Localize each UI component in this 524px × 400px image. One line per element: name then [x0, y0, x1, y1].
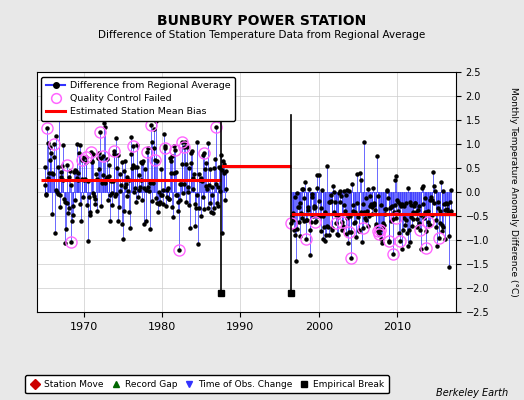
Text: BUNBURY POWER STATION: BUNBURY POWER STATION	[157, 14, 367, 28]
Text: Difference of Station Temperature Data from Regional Average: Difference of Station Temperature Data f…	[99, 30, 425, 40]
Legend: Difference from Regional Average, Quality Control Failed, Estimated Station Mean: Difference from Regional Average, Qualit…	[41, 77, 235, 121]
Y-axis label: Monthly Temperature Anomaly Difference (°C): Monthly Temperature Anomaly Difference (…	[509, 87, 518, 297]
Text: Berkeley Earth: Berkeley Earth	[436, 388, 508, 398]
Legend: Station Move, Record Gap, Time of Obs. Change, Empirical Break: Station Move, Record Gap, Time of Obs. C…	[26, 376, 389, 394]
